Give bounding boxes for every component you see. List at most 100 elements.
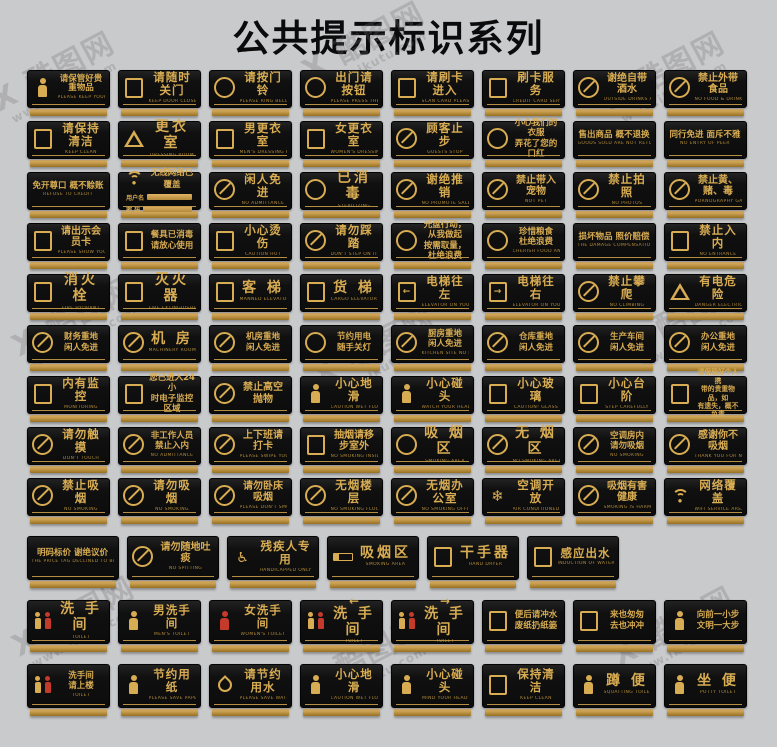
sign-subtitle-en: MONITORING: [64, 404, 98, 410]
sign-subtitle-en: GUESTS STOP: [427, 149, 463, 155]
sign-row-8: 请勿触摸 DON'T TOUCH 非工作人员 禁止入内 NO ADMITTANCE 上下…: [26, 425, 751, 473]
sign-title-zh: 非工作人员 禁止入内: [150, 431, 194, 452]
sign: 餐具已消毒 请放心使用: [117, 223, 201, 269]
sign-gold-base: [120, 645, 198, 652]
sign-title-zh: 无烟楼层: [335, 478, 373, 506]
sign-gold-base: [393, 262, 471, 269]
sign-gold-base: [211, 211, 289, 218]
sign-plaque: 禁止拍照 NO PHOTOS: [572, 172, 656, 210]
credit-card-icon: [487, 77, 509, 99]
sign-plaque: 更衣室 DRESSING ROOM: [117, 119, 201, 159]
sign-subtitle-en: MIND YOUR HEAD: [422, 695, 468, 701]
lips-icon: [487, 128, 508, 149]
sign-gold-base: [575, 645, 653, 652]
sign-title-zh: 禁止高空抛物: [243, 382, 283, 405]
sign-subtitle-en: NO ADMITTANCE: [241, 200, 285, 206]
sign-gold-base: [302, 211, 380, 218]
water-drop-icon: [214, 674, 236, 696]
sign-gold-base: [484, 517, 562, 524]
exit-button-hand-icon: [305, 77, 326, 98]
sign-gold-base: [120, 262, 198, 269]
sign-subtitle-en: NOT PET: [524, 198, 548, 204]
sign-title-zh: 小心烫伤: [244, 223, 282, 251]
sign-gold-base: [484, 160, 562, 167]
sign-gold-base: [393, 211, 471, 218]
sign-plaque: 机房重地 闲人免进: [208, 325, 292, 363]
sign-title-zh: 货 梯: [333, 280, 375, 297]
sign-text: 闲人免进 NO ADMITTANCE: [240, 172, 287, 206]
cutlery-icon: [124, 230, 143, 251]
sign-text: 禁止高空抛物: [240, 382, 287, 405]
exit-button-hand-icon: [305, 77, 327, 99]
sign-title-zh: 女洗手间: [244, 603, 282, 631]
sign-subtitle-en: HAND DRYER: [468, 562, 503, 568]
sign-plaque: 来也匆匆 去也冲冲: [572, 600, 656, 644]
sign-plaque: ← 洗 手 间 TOILET: [299, 593, 383, 644]
head-bump-icon: [396, 674, 418, 696]
sign: 吸 烟 区 SMOKING AREA: [390, 425, 474, 473]
sign-gold-base: [666, 262, 744, 269]
sign-gold-base: [302, 517, 380, 524]
sign-subtitle-en: WIFI SERVICE AREA: [694, 506, 742, 512]
sign-title-zh: 请节约用水: [244, 667, 282, 695]
female-icon: [214, 610, 236, 632]
sign-title-zh: 请保管好贵重物品: [59, 73, 103, 94]
sign-text: 办公重地 闲人免进: [695, 332, 742, 352]
sign-plaque: 请按门铃 PLEASE RING BELL: [208, 70, 292, 108]
closed-door-icon: [123, 77, 145, 99]
restroom-right-icon: [396, 610, 418, 632]
wifi-icon: [123, 167, 145, 189]
sign-gold-base: [484, 262, 562, 269]
sign-title-zh: 损坏物品 照价赔偿: [578, 231, 650, 242]
sign-gold-base: [29, 109, 107, 116]
female-figure-icon: [44, 611, 52, 630]
vip-card-icon: [33, 230, 52, 251]
sign-plaque: 生产车间 闲人免进: [572, 325, 656, 363]
cargo-elevator-icon: [305, 281, 327, 303]
sign-gold-base: [666, 517, 744, 524]
cctv-icon: [124, 383, 143, 404]
sign-title-zh: 小心玻璃: [517, 376, 555, 404]
head-bump-icon: [402, 674, 412, 695]
sign-plaque: 节约用电 随手关灯: [299, 325, 383, 363]
no-throwing-icon: [214, 383, 235, 404]
sign-text: 洗手间 请上楼 TOILET: [58, 671, 105, 698]
sign-subtitle-en: PORNOGRAPHY GAMBLING AND DRUGS PROHIBITE…: [694, 198, 742, 204]
no-smoking-icon: [123, 485, 145, 507]
sign-title-zh: 餐具已消毒 请放心使用: [150, 230, 194, 251]
sign-text: 无 烟 区 NO SMOKING AREA: [513, 425, 560, 463]
sign-plaque: 请勿触摸 DON'T TOUCH: [26, 427, 110, 465]
sign-gold-base: [211, 466, 289, 473]
sign-row-3: 免开尊口 概不赊账 REFUSE TO CREDIT 无线网络已覆盖 用户名密 码 闲人…: [26, 168, 751, 218]
sign-text: 吸烟区 SMOKING AREA: [358, 545, 414, 567]
sign-subtitle-en: NO FOOD & DRINK: [694, 96, 742, 102]
no-entry-person-icon: [214, 332, 235, 353]
sign: 更衣室 DRESSING ROOM: [117, 119, 201, 167]
water-drop-icon: [214, 674, 235, 695]
sign-title-zh: 更衣室: [155, 119, 189, 152]
direction-arrow-icon: ←: [348, 593, 360, 608]
sign-title-zh: 消火栓: [64, 272, 98, 305]
sign: 空调房内 请勿吸烟 NO SMOKING: [572, 427, 656, 473]
elevator-right-icon: [488, 281, 507, 302]
sign-text: 小心碰头 WATCH YOUR HEAD: [422, 376, 469, 410]
sign-gold-base: [302, 160, 380, 167]
flush-icon: [579, 610, 598, 631]
sign-text: 节约用电 随手关灯: [331, 332, 378, 352]
